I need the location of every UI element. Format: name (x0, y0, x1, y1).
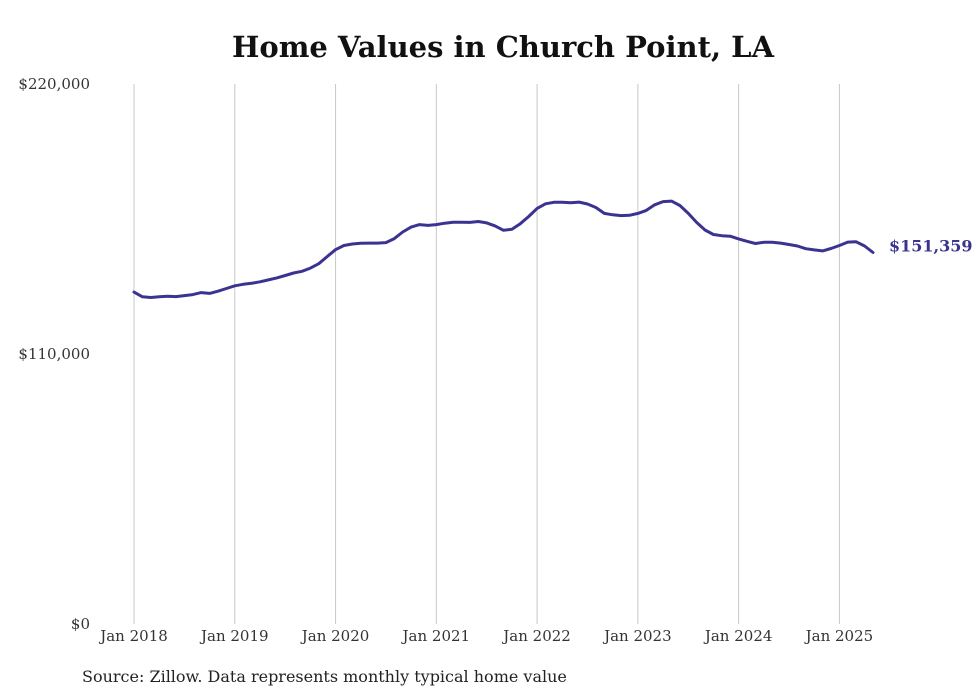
source-note: Source: Zillow. Data represents monthly … (82, 667, 567, 686)
x-tick-label: Jan 2019 (199, 627, 269, 645)
x-tick-label: Jan 2023 (602, 627, 672, 645)
grid-lines (133, 84, 840, 624)
x-tick-label: Jan 2020 (300, 627, 370, 645)
x-tick-label: Jan 2021 (401, 627, 471, 645)
y-tick-label: $110,000 (18, 345, 90, 363)
chart-title: Home Values in Church Point, LA (231, 30, 775, 64)
y-axis: $220,000 $110,000 $0 (18, 75, 90, 633)
y-tick-label: $220,000 (18, 75, 90, 93)
x-tick-label: Jan 2018 (98, 627, 168, 645)
home-value-line (132, 199, 875, 299)
latest-value-label: $151,359 (889, 236, 973, 255)
x-axis: Jan 2018 Jan 2019 Jan 2020 Jan 2021 Jan 2022… (98, 627, 873, 645)
y-tick-label: $0 (71, 615, 90, 633)
x-tick-label: Jan 2022 (501, 627, 571, 645)
x-tick-label: Jan 2025 (804, 627, 874, 645)
x-tick-label: Jan 2024 (703, 627, 773, 645)
